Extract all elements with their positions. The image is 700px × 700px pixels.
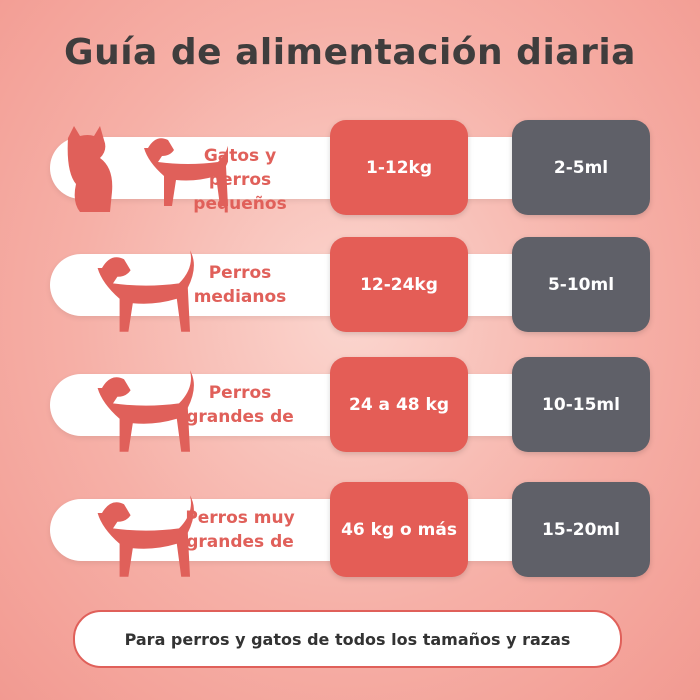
label-line: grandes de: [186, 407, 294, 427]
row-label: Perros grandes de: [170, 381, 310, 429]
label-line: Perros muy: [185, 508, 295, 528]
weight-box: 24 a 48 kg: [330, 357, 468, 452]
dose-box: 15-20ml: [512, 482, 650, 577]
weight-box: 12-24kg: [330, 237, 468, 332]
row-label: Gatos y perros pequeños: [170, 144, 310, 216]
silhouette: [97, 370, 194, 452]
label-line: Perros: [208, 383, 272, 403]
footer-note: Para perros y gatos de todos los tamaños…: [73, 610, 622, 668]
silhouette: [97, 250, 194, 332]
dose-box: 10-15ml: [512, 357, 650, 452]
label-line: Perros: [208, 263, 272, 283]
dose-box: 2-5ml: [512, 120, 650, 215]
silhouette: [67, 126, 232, 212]
label-line: Gatos y perros: [203, 146, 277, 190]
row-label: Perros medianos: [170, 261, 310, 309]
animal-icon: [58, 480, 228, 580]
label-line: pequeños: [193, 194, 287, 214]
animal-icon: [58, 355, 228, 455]
weight-box: 46 kg o más: [330, 482, 468, 577]
row-label: Perros muy grandes de: [170, 506, 310, 554]
label-line: medianos: [193, 287, 287, 307]
weight-box: 1-12kg: [330, 120, 468, 215]
label-line: grandes de: [186, 532, 294, 552]
title: Guía de alimentación diaria: [64, 32, 636, 73]
dose-box: 5-10ml: [512, 237, 650, 332]
animal-icon: [58, 235, 228, 335]
silhouette: [97, 495, 194, 577]
animal-icon: [58, 118, 232, 218]
